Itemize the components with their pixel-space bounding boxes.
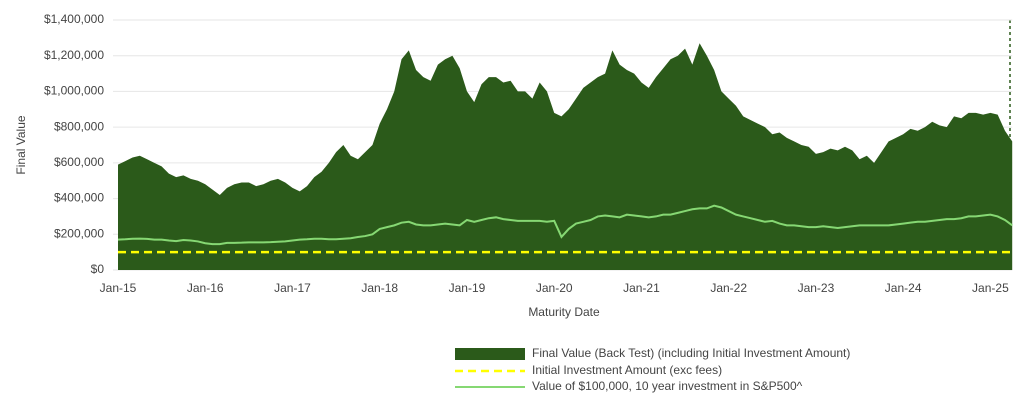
x-tick-label: Jan-22	[710, 281, 747, 295]
x-tick-label: Jan-20	[536, 281, 573, 295]
legend-swatch	[455, 348, 525, 360]
y-tick-label: $1,400,000	[44, 12, 104, 26]
x-tick-label: Jan-15	[100, 281, 137, 295]
legend-label: Final Value (Back Test) (including Initi…	[532, 346, 850, 360]
x-tick-label: Jan-18	[361, 281, 398, 295]
x-tick-label: Jan-19	[449, 281, 486, 295]
y-tick-label: $400,000	[54, 191, 104, 205]
y-tick-label: $1,200,000	[44, 48, 104, 62]
y-tick-label: $200,000	[54, 226, 104, 240]
x-tick-label: Jan-17	[274, 281, 311, 295]
area	[118, 43, 1013, 270]
line	[117, 204, 1013, 246]
y-tick-label: $1,000,000	[44, 84, 104, 98]
y-tick-label: $600,000	[54, 155, 104, 169]
x-tick-label: Jan-24	[885, 281, 922, 295]
x-axis-title: Maturity Date	[528, 305, 600, 319]
x-tick-label: Jan-21	[623, 281, 660, 295]
x-tick-label: Jan-25	[972, 281, 1009, 295]
x-tick-label: Jan-23	[798, 281, 835, 295]
y-axis-title: Final Value	[14, 115, 28, 174]
legend-label: Value of $100,000, 10 year investment in…	[532, 379, 803, 393]
y-tick-label: $0	[91, 262, 105, 276]
y-tick-label: $800,000	[54, 119, 104, 133]
legend-label: Initial Investment Amount (exc fees)	[532, 363, 722, 377]
x-tick-label: Jan-16	[187, 281, 224, 295]
